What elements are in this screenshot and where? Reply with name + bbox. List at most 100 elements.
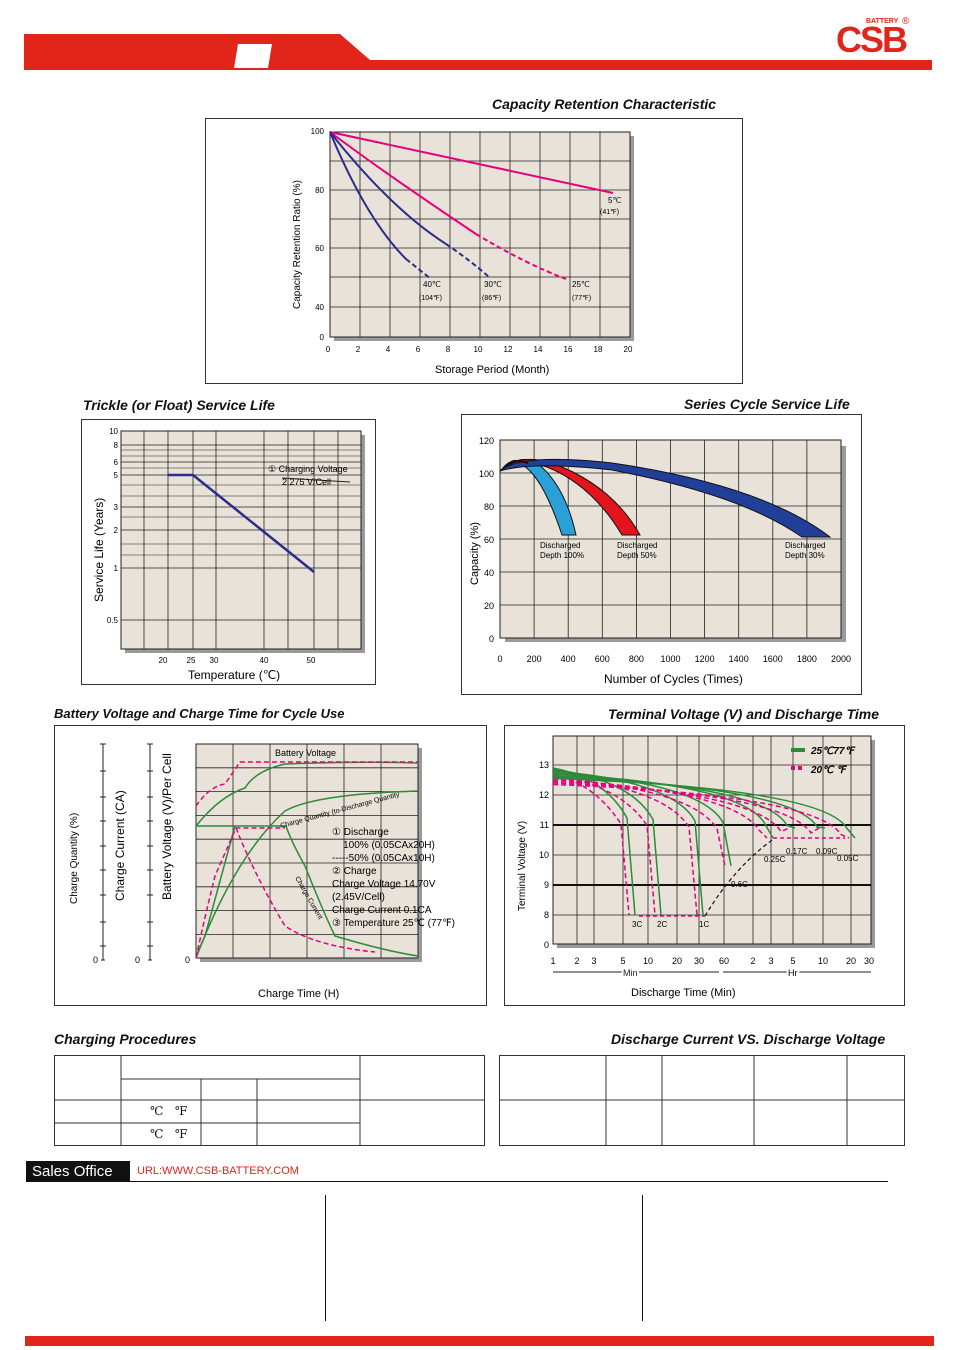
cycle-ytick: 60	[484, 535, 494, 545]
cycle-ytick: 20	[484, 601, 494, 611]
dis-xtick-min: 2	[574, 956, 579, 966]
cap-xtick: 20	[624, 345, 633, 354]
charge-ylabel-c: Charge Current (CA)	[113, 790, 127, 901]
dis-ytick: 8	[544, 910, 549, 920]
capacity-retention-title: Capacity Retention Characteristic	[492, 96, 717, 112]
cycle-ytick: 80	[484, 502, 494, 512]
cap-xtick: 16	[564, 345, 573, 354]
trickle-ytick: 6	[114, 458, 119, 467]
dis-ytick: 0	[544, 940, 549, 950]
dis-xtick-min: 1	[550, 956, 555, 966]
charge-note: 100% (0.05CAx20H)	[332, 840, 435, 851]
cap-label-5f: (41℉)	[600, 209, 619, 216]
trickle-note-1: ① Charging Voltage	[268, 464, 348, 474]
trickle-title: Trickle (or Float) Service Life	[83, 397, 275, 413]
dis-legend-20: 20℃ ℉	[810, 765, 848, 776]
cycle-xtick: 1600	[763, 654, 783, 664]
dis-ytick: 12	[539, 790, 549, 800]
cap-ytick: 60	[315, 244, 324, 253]
cycle-xtick: 800	[629, 654, 644, 664]
trickle-xtick: 40	[260, 656, 269, 665]
cycle-label-100-l2: Depth 100%	[540, 551, 584, 560]
dis-min-label: Min	[623, 968, 638, 978]
discharge-time-title: Terminal Voltage (V) and Discharge Time	[608, 706, 879, 722]
cycle-xtick: 1800	[797, 654, 817, 664]
cap-label-25c: 25℃	[572, 280, 590, 289]
cap-xtick: 12	[504, 345, 513, 354]
charge-zero-c: 0	[135, 955, 140, 965]
cycle-xtick: 600	[595, 654, 610, 664]
cap-xtick: 8	[446, 345, 451, 354]
trickle-chart: ① Charging Voltage 2.275 V/Cell Service …	[81, 419, 376, 685]
trickle-ytick: 1	[114, 564, 119, 573]
cap-label-30c: 30℃	[484, 280, 502, 289]
trickle-xtick: 30	[210, 656, 219, 665]
sales-office-label: Sales Office	[26, 1161, 130, 1182]
dis-xtick-min: 3	[591, 956, 596, 966]
discharge-current-title: Discharge Current VS. Discharge Voltage	[611, 1031, 886, 1047]
table-unit-row-1: ℃ ℉	[150, 1104, 188, 1118]
sales-divider	[130, 1181, 888, 1182]
charge-note: ③ Temperature 25℃ (77℉)	[332, 918, 455, 929]
cap-xtick: 2	[356, 345, 361, 354]
charge-battery-voltage-label: Battery Voltage	[275, 748, 336, 758]
sales-column-divider-2	[642, 1195, 643, 1321]
charging-procedures-table: ℃ ℉ ℃ ℉	[54, 1055, 485, 1146]
dis-ytick: 11	[540, 820, 549, 830]
sales-office-url[interactable]: URL:WWW.CSB-BATTERY.COM	[137, 1165, 299, 1177]
trickle-ytick: 2	[114, 526, 119, 535]
discharge-time-chart: 3C 2C 1C 0.6C 0.25C 0.17C 0.09C 0.05C 25℃77℉ 20…	[504, 725, 905, 1006]
cap-xtick: 14	[534, 345, 543, 354]
trickle-xtick: 25	[187, 656, 196, 665]
cycle-label-100-l1: Discharged	[540, 541, 580, 550]
cap-ytick: 100	[311, 127, 325, 136]
capacity-retention-chart: Capacity Retention Ratio (%) Storage Per…	[205, 118, 743, 384]
dis-legend-25: 25℃77℉	[810, 746, 856, 757]
table-unit-row-2: ℃ ℉	[150, 1127, 188, 1141]
dis-xtick-hr: 5	[790, 956, 795, 966]
logo-text: CSB	[836, 19, 908, 60]
charge-ylabel-v: Battery Voltage (V)/Per Cell	[160, 753, 174, 900]
cap-xtick: 10	[474, 345, 483, 354]
cap-xtick: 6	[416, 345, 421, 354]
cycle-ytick: 120	[479, 436, 494, 446]
cycle-xtick: 200	[527, 654, 542, 664]
trickle-ylabel: Service Life (Years)	[92, 498, 106, 602]
cycle-ytick: 40	[484, 568, 494, 578]
cap-label-40c: 40℃	[423, 280, 441, 289]
logo-registered: ®	[902, 16, 910, 27]
capacity-xlabel: Storage Period (Month)	[435, 364, 549, 376]
cycle-label-50-l2: Depth 50%	[617, 551, 657, 560]
dis-xtick-hr: 20	[846, 956, 856, 966]
trickle-ytick: 10	[109, 427, 118, 436]
dis-rate-label: 0.17C	[786, 847, 808, 856]
charge-note: ① Discharge	[332, 827, 389, 838]
trickle-ytick: 3	[114, 503, 119, 512]
charge-time-title: Battery Voltage and Charge Time for Cycl…	[54, 706, 345, 721]
trickle-note-2: 2.275 V/Cell	[282, 477, 331, 487]
dis-rate-label: 1C	[699, 920, 709, 929]
dis-rate-label: 2C	[657, 920, 667, 929]
dis-xtick-min: 30	[694, 956, 704, 966]
logo-sub: BATTERY	[866, 18, 899, 25]
trickle-ytick: 0.5	[107, 616, 119, 625]
discharge-current-table	[499, 1055, 905, 1146]
cycle-ytick: 0	[489, 634, 494, 644]
cycle-xlabel: Number of Cycles (Times)	[604, 672, 743, 686]
charge-note: (2.45V/Cell)	[332, 892, 385, 903]
cycle-ylabel: Capacity (%)	[469, 522, 481, 585]
cap-ytick: 40	[315, 303, 324, 312]
trickle-xtick: 20	[159, 656, 168, 665]
dis-ytick: 9	[544, 880, 549, 890]
footer-bar	[25, 1336, 934, 1346]
cycle-label-50-l1: Discharged	[617, 541, 657, 550]
dis-xtick-hr: 30	[864, 956, 874, 966]
series-cycle-title: Series Cycle Service Life	[684, 396, 850, 412]
cycle-xtick: 1400	[729, 654, 749, 664]
sales-column-divider-1	[325, 1195, 326, 1321]
cycle-xtick: 1200	[695, 654, 715, 664]
header-banner	[24, 34, 932, 70]
capacity-ylabel: Capacity Retention Ratio (%)	[292, 180, 303, 309]
charge-note: -----50% (0.05CAx10H)	[332, 853, 435, 864]
charging-procedures-title: Charging Procedures	[54, 1031, 197, 1047]
